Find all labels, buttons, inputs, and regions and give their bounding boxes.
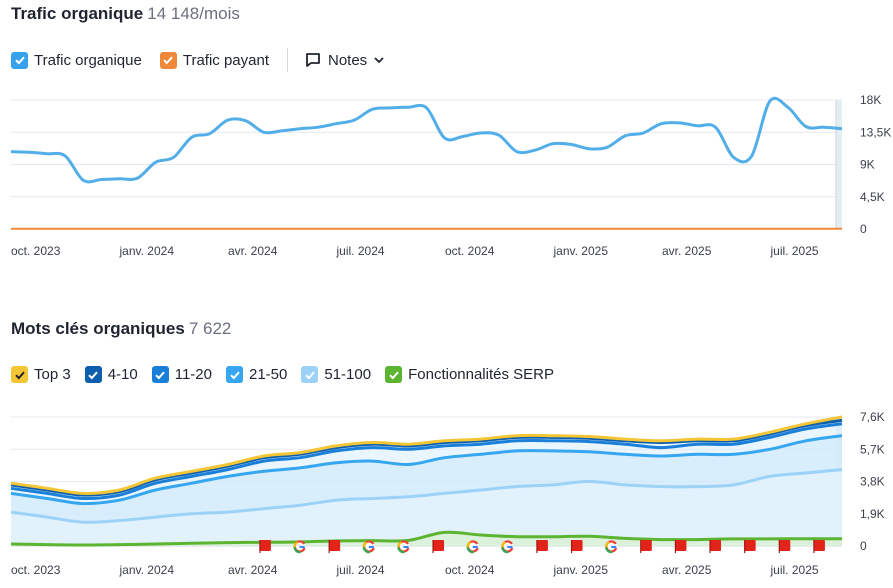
x-tick-label: avr. 2024 — [228, 563, 278, 577]
google-update-icon[interactable] — [501, 540, 514, 554]
organic-traffic-chart: 0 4,5K 9K 13,5K 18K oct. 2023 janv. 2024 avr. 2… — [10, 93, 891, 258]
series-51-100-area — [11, 469, 842, 546]
legend-organic-traffic[interactable]: Trafic organique — [11, 51, 142, 69]
y-tick-label: 1,9K — [860, 507, 885, 521]
series-21-50 — [10, 434, 843, 506]
x-tick-label: juil. 2024 — [336, 563, 385, 577]
legend-item-11-20[interactable]: 11-20 — [151, 366, 212, 383]
legend-label: 21-50 — [249, 366, 288, 383]
series-4-10 — [10, 418, 843, 497]
y-tick-label: 13,5K — [860, 125, 891, 139]
divider — [287, 48, 288, 72]
legend-label: 11-20 — [174, 366, 212, 383]
x-tick-label: oct. 2024 — [445, 563, 495, 577]
x-tick-label: juil. 2024 — [336, 244, 385, 258]
keywords-legend: Top 3 4-10 11-20 21-50 51-100 Fonctionnalités… — [11, 366, 568, 383]
y-tick-label: 0 — [860, 222, 867, 236]
legend-label: 51-100 — [324, 366, 372, 383]
flag-marker-icon[interactable] — [674, 540, 687, 553]
y-tick-label: 0 — [860, 539, 867, 553]
flag-marker-icon[interactable] — [432, 540, 445, 553]
notes-label: Notes — [328, 51, 368, 69]
current-period-band — [836, 100, 842, 229]
legend-label: Trafic organique — [34, 51, 142, 69]
google-update-icon[interactable] — [605, 540, 618, 554]
y-tick-label: 4,5K — [860, 190, 885, 204]
chevron-down-icon — [374, 57, 384, 64]
y-tick-label: 3,8K — [860, 475, 885, 489]
x-tick-label: juil. 2025 — [770, 244, 819, 258]
traffic-title: Trafic organique 14 148/mois — [11, 4, 240, 24]
x-tick-label: janv. 2025 — [553, 563, 609, 577]
flag-marker-icon[interactable] — [328, 540, 341, 553]
flag-marker-icon[interactable] — [536, 540, 548, 553]
checkbox-icon[interactable] — [11, 366, 28, 383]
google-update-icon[interactable] — [466, 540, 479, 554]
legend-label: Top 3 — [34, 366, 71, 383]
series-serp-features-area — [11, 532, 842, 546]
flag-marker-icon[interactable] — [570, 540, 583, 553]
legend-item-fonctionnalit-s-serp[interactable]: Fonctionnalités SERP — [385, 366, 554, 383]
x-tick-label: oct. 2023 — [11, 244, 61, 258]
notes-dropdown[interactable]: Notes — [304, 51, 385, 69]
comment-icon — [306, 53, 320, 67]
x-tick-label: avr. 2025 — [662, 563, 712, 577]
flag-marker-icon[interactable] — [744, 540, 756, 553]
legend-item-4-10[interactable]: 4-10 — [84, 366, 138, 383]
checkbox-icon[interactable] — [385, 366, 403, 383]
y-tick-label: 9K — [860, 158, 875, 172]
legend-label: Trafic payant — [182, 51, 269, 69]
checkbox-icon[interactable] — [11, 51, 28, 69]
legend-paid-traffic[interactable]: Trafic payant — [159, 51, 269, 69]
x-tick-label: janv. 2024 — [119, 563, 175, 577]
x-tick-label: janv. 2025 — [553, 244, 609, 258]
series-51-100 — [10, 468, 843, 524]
keywords-title-label: Mots clés organiques — [11, 319, 185, 338]
legend-item-21-50[interactable]: 21-50 — [226, 366, 287, 383]
y-tick-label: 7,6K — [860, 410, 885, 424]
legend-item-51-100[interactable]: 51-100 — [301, 366, 371, 383]
flag-marker-icon[interactable] — [778, 540, 791, 553]
legend-item-top-3[interactable]: Top 3 — [11, 366, 71, 383]
traffic-value: 14 148/mois — [147, 4, 240, 23]
series-organic-traffic — [10, 96, 843, 184]
flag-marker-icon[interactable] — [813, 540, 825, 553]
x-tick-label: avr. 2024 — [228, 244, 278, 258]
google-update-icon[interactable] — [293, 540, 306, 554]
x-tick-label: oct. 2024 — [445, 244, 495, 258]
flag-marker-icon[interactable] — [259, 540, 271, 553]
series-11-20 — [10, 422, 843, 501]
flag-marker-icon[interactable] — [709, 540, 722, 553]
series-serp-features — [10, 530, 842, 547]
checkbox-icon[interactable] — [301, 366, 319, 383]
organic-keywords-chart: 0 1,9K 3,8K 5,7K 7,6K oct. 2023 janv. 2024 avr.… — [10, 410, 885, 577]
checkbox-icon[interactable] — [151, 366, 169, 383]
x-tick-label: janv. 2024 — [119, 244, 175, 258]
x-tick-label: avr. 2025 — [662, 244, 712, 258]
series-top3 — [10, 415, 843, 495]
traffic-legend: Trafic organique Trafic payant Notes — [11, 48, 385, 72]
google-update-icon[interactable] — [362, 540, 375, 554]
x-tick-label: juil. 2025 — [770, 563, 819, 577]
keywords-value: 7 622 — [188, 319, 232, 338]
checkbox-icon[interactable] — [226, 366, 243, 383]
y-tick-label: 18K — [860, 93, 881, 107]
keywords-title: Mots clés organiques 7 622 — [11, 319, 231, 339]
checkbox-icon[interactable] — [159, 51, 177, 69]
google-update-icon[interactable] — [397, 540, 410, 554]
legend-label: Fonctionnalités SERP — [408, 366, 554, 383]
checkbox-icon[interactable] — [84, 366, 102, 383]
y-tick-label: 5,7K — [860, 442, 885, 456]
legend-label: 4-10 — [107, 366, 138, 383]
flag-marker-icon[interactable] — [640, 540, 652, 553]
x-tick-label: oct. 2023 — [11, 563, 61, 577]
traffic-title-label: Trafic organique — [11, 4, 144, 23]
